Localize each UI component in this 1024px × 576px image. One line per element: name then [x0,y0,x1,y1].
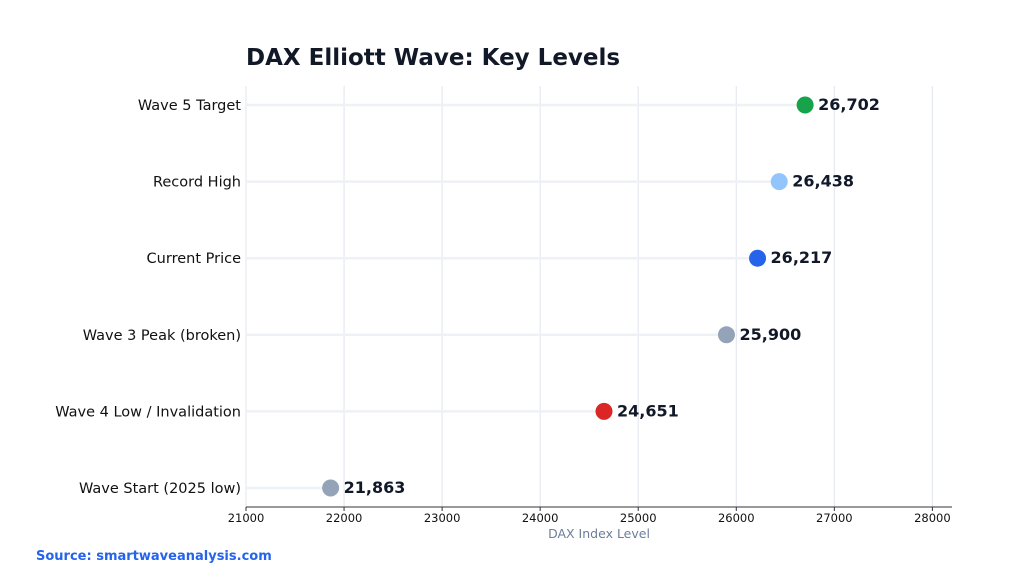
x-axis-label: DAX Index Level [548,526,650,541]
value-label: 26,702 [818,95,880,114]
chart-title: DAX Elliott Wave: Key Levels [246,45,620,71]
x-tick-label: 23000 [424,511,461,525]
level-point [322,479,340,497]
level-point [749,249,767,267]
x-tick-label: 21000 [228,511,265,525]
x-tick-label: 22000 [326,511,363,525]
category-label: Wave 4 Low / Invalidation [55,404,241,420]
category-label: Wave 3 Peak (broken) [83,328,241,344]
x-axis-ticks: 21000 22000 23000 24000 25000 26000 27000 28000 [228,507,951,525]
level-rows: Wave 5 Target 26,702 Record High 26,438 Curr… [55,95,880,497]
value-label: 25,900 [739,325,801,344]
category-label: Wave 5 Target [138,98,241,114]
level-point [770,173,788,191]
x-tick-label: 27000 [816,511,853,525]
value-label: 26,438 [792,172,854,191]
value-label: 21,863 [344,478,406,497]
level-point [717,326,735,344]
category-label: Wave Start (2025 low) [79,481,241,497]
value-label: 24,651 [617,401,679,420]
x-tick-label: 26000 [718,511,755,525]
x-tick-label: 24000 [522,511,559,525]
grid-lines [245,86,933,507]
x-tick-label: 25000 [620,511,657,525]
x-tick-label: 28000 [914,511,951,525]
category-label: Record High [153,175,241,191]
value-label: 26,217 [771,248,833,267]
level-point [595,402,613,420]
source-link[interactable]: Source: smartwaveanalysis.com [36,549,272,564]
level-point [796,96,814,114]
category-label: Current Price [147,251,242,267]
